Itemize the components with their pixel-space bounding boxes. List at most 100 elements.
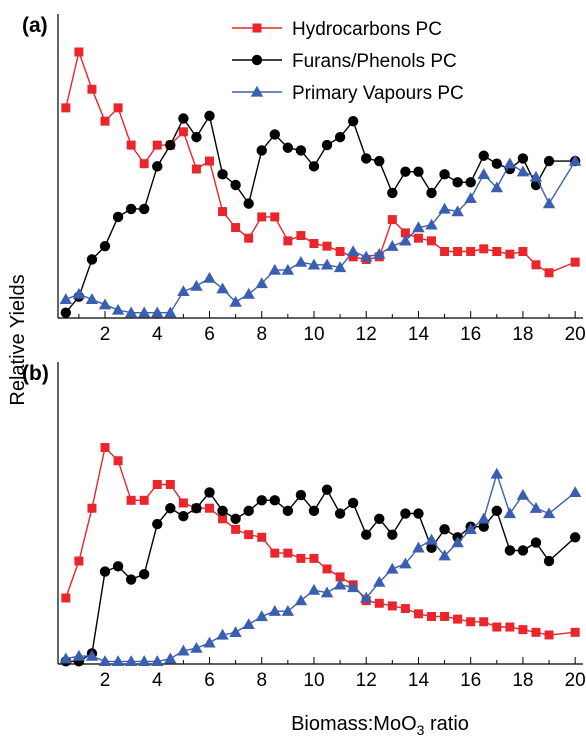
panel-label: (a)	[22, 14, 48, 37]
x-tick-label: 14	[408, 670, 430, 691]
data-point	[387, 601, 397, 611]
data-point	[360, 250, 373, 262]
data-point	[505, 249, 515, 259]
x-tick-label: 4	[152, 324, 163, 345]
series-primary-vapours-pc	[59, 154, 582, 318]
data-point	[517, 545, 529, 556]
data-point	[477, 512, 490, 524]
data-point	[126, 495, 136, 505]
data-point	[478, 521, 489, 532]
data-point	[490, 181, 504, 193]
data-point	[425, 533, 438, 545]
data-point	[137, 655, 151, 667]
data-point	[412, 221, 425, 233]
data-point	[256, 145, 267, 156]
series-furans-phenols-pc	[60, 110, 581, 318]
data-point	[308, 505, 320, 517]
data-point	[361, 153, 372, 164]
data-point	[177, 285, 190, 297]
data-point	[347, 497, 359, 509]
data-point	[177, 644, 190, 656]
series-line	[65, 113, 576, 314]
data-point	[335, 572, 345, 582]
data-point	[152, 479, 162, 489]
data-point	[479, 244, 489, 254]
data-point	[322, 241, 332, 251]
data-point	[427, 236, 437, 246]
data-point	[492, 247, 502, 256]
data-point	[152, 161, 163, 172]
series-hydrocarbons-pc	[61, 47, 580, 278]
data-point	[348, 252, 358, 262]
data-point	[320, 586, 334, 598]
data-point	[111, 303, 125, 315]
data-point	[99, 240, 111, 252]
data-point	[178, 113, 189, 124]
data-point	[439, 524, 450, 535]
data-point	[191, 503, 202, 514]
data-point	[283, 548, 293, 558]
data-point	[217, 505, 228, 517]
data-point	[231, 223, 241, 233]
data-point	[517, 153, 529, 164]
data-point	[400, 508, 411, 519]
data-point	[111, 655, 125, 667]
x-tick-label: 4	[152, 670, 163, 691]
x-tick-label: 10	[303, 324, 324, 345]
data-point	[518, 247, 528, 256]
data-point	[361, 529, 372, 540]
x-tick-label: 2	[100, 670, 111, 691]
data-point	[399, 557, 412, 569]
data-point	[322, 564, 332, 574]
data-point	[452, 177, 463, 188]
data-point	[178, 127, 188, 137]
x-tick-label: 12	[356, 324, 377, 345]
data-point	[218, 207, 228, 217]
data-point	[333, 578, 347, 590]
data-point	[543, 155, 555, 167]
data-point	[400, 166, 411, 177]
data-point	[216, 282, 229, 294]
data-point	[492, 622, 502, 632]
data-point	[569, 532, 581, 543]
data-point	[152, 518, 163, 530]
data-point	[464, 523, 477, 535]
data-point	[281, 605, 295, 616]
data-point	[257, 532, 267, 542]
data-point	[387, 529, 398, 540]
data-point	[204, 110, 215, 122]
data-point	[347, 115, 359, 127]
panel-b: (b) 2 4 6 8 10 12 14 16 18 20	[22, 362, 586, 691]
x-axis-label: Biomass:MoO3 ratio	[291, 713, 469, 738]
data-point	[478, 150, 489, 161]
data-point	[387, 187, 398, 199]
data-point	[570, 627, 580, 637]
data-point	[543, 555, 555, 567]
data-point	[203, 271, 216, 283]
data-point	[516, 165, 530, 177]
data-point	[360, 591, 373, 603]
data-point	[373, 247, 386, 259]
data-point	[204, 156, 214, 166]
data-point	[124, 655, 138, 667]
data-point	[125, 203, 137, 215]
data-point	[504, 545, 516, 556]
data-point	[491, 505, 503, 517]
data-point	[503, 507, 517, 519]
data-point	[243, 198, 254, 209]
data-point	[282, 505, 294, 517]
x-tick-label: 6	[204, 324, 215, 345]
data-point	[386, 239, 399, 251]
data-point	[231, 524, 241, 534]
data-point	[270, 212, 280, 222]
data-point	[568, 486, 582, 498]
x-tick-label: 6	[204, 670, 215, 691]
data-point	[453, 247, 463, 256]
series-hydrocarbons-pc	[61, 443, 580, 640]
data-point	[309, 239, 319, 249]
data-point	[294, 255, 308, 267]
legend-item: Hydrocarbons PC	[232, 19, 442, 40]
data-point	[125, 574, 137, 585]
data-point	[190, 279, 203, 291]
